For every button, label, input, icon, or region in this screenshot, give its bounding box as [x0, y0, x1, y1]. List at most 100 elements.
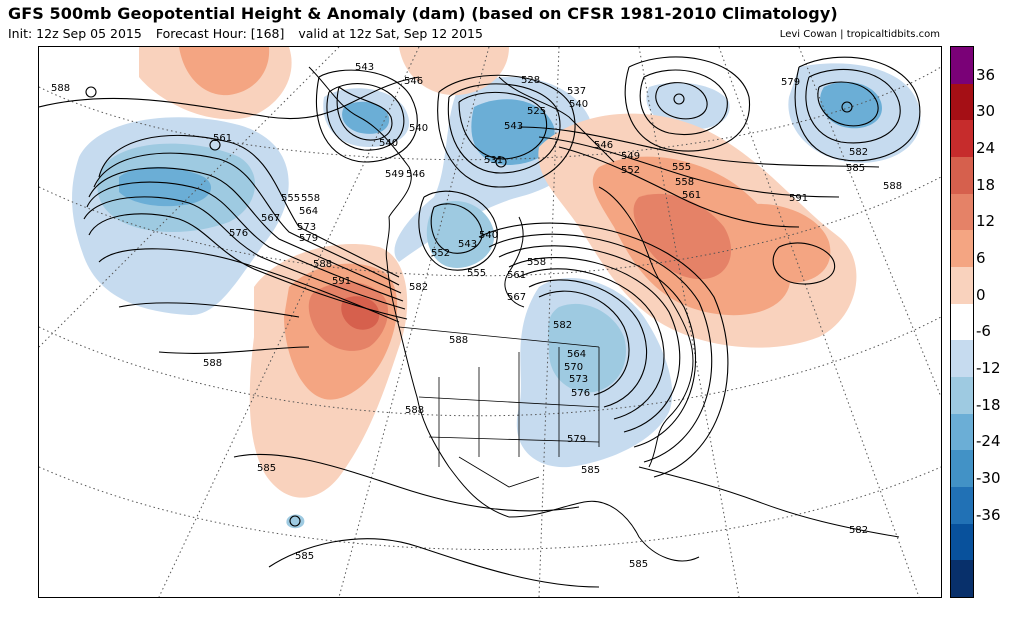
height-contour-line	[518, 126, 880, 168]
low-center-ring	[289, 515, 301, 527]
height-contour-line	[83, 196, 406, 310]
colorbar-segment	[951, 120, 973, 157]
contour-label: 576	[571, 388, 590, 399]
contour-label: 588	[449, 335, 468, 346]
contour-label: 546	[404, 76, 423, 87]
contour-label: 561	[213, 133, 232, 144]
contour-label: 570	[564, 362, 583, 373]
graticule	[39, 47, 941, 597]
pos-anomaly-arctic	[399, 47, 509, 96]
colorbar-segment	[951, 560, 973, 597]
colorbar-tick-label: 12	[976, 212, 996, 231]
colorbar-segment	[951, 523, 973, 561]
height-contour-line	[805, 69, 901, 144]
colorbar-segment	[951, 303, 973, 341]
contour-label: 579	[567, 434, 586, 445]
contour-label: 588	[51, 83, 70, 94]
colorbar-tick-label: 24	[976, 139, 996, 157]
contour-label: 582	[849, 525, 868, 536]
contour-label: 558	[675, 177, 694, 188]
colorbar-segment	[951, 156, 973, 194]
credit: Levi Cowan | tropicaltidbits.com	[779, 29, 940, 40]
colorbar-tick-label: 0	[976, 285, 986, 304]
colorbar-tick-label: -18	[976, 395, 1001, 414]
contour-label: 555	[467, 268, 486, 279]
colorbar-segment	[951, 193, 973, 231]
colorbar-segment	[951, 340, 973, 377]
height-contour-line	[118, 302, 300, 318]
colorbar-tick-label: -24	[976, 432, 1001, 451]
contour-label: 528	[521, 75, 540, 86]
height-contour-line	[655, 82, 708, 120]
contour-label: 558	[527, 257, 546, 268]
contour-label: 579	[299, 233, 318, 244]
height-contour-line	[772, 242, 836, 285]
contour-label: 567	[261, 213, 280, 224]
contour-label: 525	[527, 106, 546, 117]
height-contour-line	[478, 222, 729, 478]
height-contour-line	[437, 74, 576, 188]
contour-label: 549	[621, 151, 640, 162]
height-contour-line	[458, 91, 548, 160]
contour-label: 582	[553, 320, 572, 331]
contour-label: 558	[301, 193, 320, 204]
low-center-ring	[673, 93, 685, 105]
height-contour-line	[430, 203, 483, 254]
contour-label: 555	[672, 162, 691, 173]
anomaly-shading	[72, 47, 921, 529]
map-panel: 588 543 546 528 537 540 525 579 561 540 540 531 543 5…	[38, 46, 942, 598]
anomaly-colorbar	[950, 46, 974, 598]
height-contour-line	[39, 76, 420, 120]
contour-label: 588	[313, 259, 332, 270]
contour-label: 564	[299, 206, 318, 217]
colorbar-segment	[951, 413, 973, 451]
contour-label: 585	[629, 559, 648, 570]
forecast-hour: Forecast Hour: [168]	[155, 26, 285, 41]
contour-label: 540	[409, 123, 428, 134]
colorbar-tick-label: -30	[976, 469, 1001, 487]
init-time: Init: 12z Sep 05 2015	[8, 26, 142, 41]
borders	[398, 326, 600, 488]
colorbar-tick-label: 36	[976, 65, 996, 84]
contour-label: 585	[846, 163, 865, 174]
contour-label: 543	[458, 239, 477, 250]
height-contour-line	[88, 167, 402, 294]
colorbar-segment	[951, 230, 973, 267]
neg-anomaly-atlantic-core	[820, 82, 882, 129]
height-contour-line	[418, 190, 498, 271]
height-contour-line	[558, 146, 800, 228]
height-contour-line	[268, 538, 600, 588]
pos-anomaly-bering-core	[179, 47, 270, 96]
height-contour-line	[528, 279, 648, 408]
height-contour-line	[817, 81, 879, 127]
colorbar-segment	[951, 266, 973, 304]
colorbar-tick-label: -12	[976, 359, 1001, 377]
contour-label: 531	[484, 155, 503, 166]
contour-label: 543	[355, 62, 374, 73]
contour-label: 582	[409, 282, 428, 293]
contour-label: 588	[405, 405, 424, 416]
neg-anomaly-us-east-core	[548, 303, 626, 393]
contour-label: 585	[257, 463, 276, 474]
height-contour-line	[86, 181, 404, 302]
height-contour-line	[88, 213, 408, 320]
height-contour-line	[315, 69, 418, 163]
height-contour-line	[93, 152, 400, 286]
colorbar-segment	[951, 83, 973, 121]
colorbar-segment	[951, 486, 973, 524]
contour-label: 546	[594, 140, 613, 151]
contour-label: 552	[621, 165, 640, 176]
contour-label: 540	[379, 138, 398, 149]
contour-label: 579	[781, 77, 800, 88]
height-contour-line	[326, 83, 405, 151]
contour-label: 591	[332, 276, 351, 287]
contour-label: 555	[281, 193, 300, 204]
colorbar-tick-label: -36	[976, 505, 1001, 524]
contour-label: 537	[567, 86, 586, 97]
height-contour-line	[158, 346, 310, 354]
low-center-ring	[495, 156, 507, 168]
height-contour-line	[336, 86, 393, 141]
contour-label: 561	[507, 270, 526, 281]
